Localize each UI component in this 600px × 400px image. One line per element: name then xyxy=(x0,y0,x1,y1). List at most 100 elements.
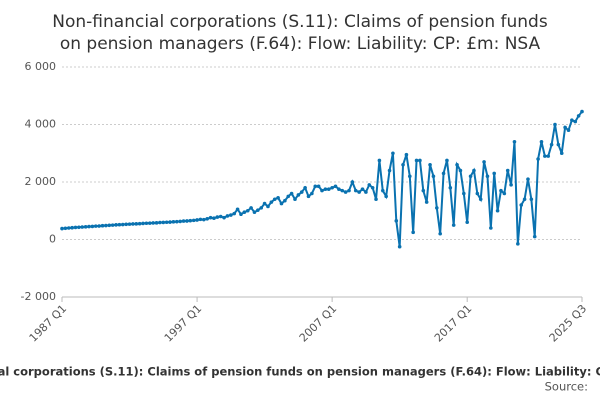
y-tick-label: 6 000 xyxy=(25,60,57,73)
data-point xyxy=(441,171,446,176)
data-point xyxy=(218,214,223,219)
data-point xyxy=(397,244,402,249)
data-point xyxy=(326,187,331,191)
x-tick-label: 2025 Q3 xyxy=(547,302,590,345)
data-point xyxy=(543,154,547,158)
data-point xyxy=(451,223,456,227)
data-point xyxy=(512,139,517,144)
data-point xyxy=(191,218,196,223)
x-tick-label: 2017 Q1 xyxy=(432,302,475,345)
y-tick-label: 2 000 xyxy=(25,175,57,188)
chart-title: on pension managers (F.64): Flow: Liabil… xyxy=(60,34,541,54)
data-point xyxy=(357,190,361,194)
data-point xyxy=(212,216,216,221)
data-point xyxy=(252,210,257,214)
data-point xyxy=(549,142,554,147)
data-point xyxy=(472,168,476,173)
data-point xyxy=(175,219,179,224)
data-point xyxy=(475,191,480,196)
data-point xyxy=(343,190,348,194)
data-point xyxy=(489,226,493,230)
data-point xyxy=(259,206,264,210)
data-point xyxy=(235,207,240,212)
data-point xyxy=(401,162,405,167)
data-point xyxy=(320,188,324,193)
y-tick-label: -2 000 xyxy=(21,290,56,303)
data-point xyxy=(478,197,483,202)
data-point xyxy=(367,183,372,187)
data-point xyxy=(418,158,422,163)
data-point xyxy=(104,223,108,228)
data-point xyxy=(380,188,385,193)
data-point xyxy=(296,193,301,197)
data-point xyxy=(407,174,412,179)
data-point xyxy=(445,158,449,163)
data-point xyxy=(546,154,551,158)
data-point xyxy=(158,220,162,225)
data-point xyxy=(350,180,355,184)
data-point xyxy=(353,188,358,193)
data-point xyxy=(303,185,307,190)
data-point xyxy=(333,184,338,189)
data-point xyxy=(127,222,132,226)
data-point xyxy=(229,213,233,217)
data-point xyxy=(566,128,571,133)
data-point xyxy=(424,200,429,204)
x-tick-label: 1987 Q1 xyxy=(27,302,70,345)
data-point xyxy=(83,225,88,229)
data-point xyxy=(164,220,169,225)
data-point xyxy=(239,212,243,216)
data-point xyxy=(347,188,351,193)
data-point xyxy=(144,221,149,226)
data-point xyxy=(316,184,321,189)
data-point xyxy=(286,194,291,199)
data-point xyxy=(134,222,139,226)
data-point xyxy=(225,214,230,218)
data-point xyxy=(529,197,534,202)
data-point xyxy=(161,220,166,225)
data-point xyxy=(171,220,176,224)
data-point xyxy=(519,203,524,207)
data-point xyxy=(364,190,368,194)
data-point xyxy=(202,217,206,222)
chart-title: Non-financial corporations (S.11): Claim… xyxy=(52,12,548,32)
data-point xyxy=(370,185,375,190)
data-point xyxy=(232,211,237,216)
data-point xyxy=(222,215,226,220)
data-point xyxy=(242,210,247,214)
data-point xyxy=(299,190,304,194)
data-point xyxy=(100,223,105,228)
data-point xyxy=(249,206,253,210)
data-point xyxy=(90,224,95,229)
data-point xyxy=(131,222,135,226)
data-point xyxy=(330,185,334,190)
data-point xyxy=(411,230,415,235)
data-point xyxy=(563,125,567,130)
data-point xyxy=(188,218,193,223)
data-point xyxy=(73,225,78,230)
y-tick-label: 4 000 xyxy=(25,118,57,131)
data-point xyxy=(495,208,500,213)
data-point xyxy=(374,197,378,202)
data-point xyxy=(117,222,122,227)
data-point xyxy=(539,139,544,144)
data-point xyxy=(580,109,584,114)
data-point xyxy=(310,191,314,196)
data-point xyxy=(70,225,74,230)
data-point xyxy=(323,187,328,191)
data-point xyxy=(428,162,432,167)
source: Source: xyxy=(545,380,588,394)
data-point xyxy=(516,242,520,246)
data-point xyxy=(526,177,530,181)
data-point xyxy=(505,168,510,173)
data-point xyxy=(387,168,392,173)
data-point xyxy=(289,191,294,196)
data-point xyxy=(313,184,318,189)
data-point xyxy=(340,188,345,193)
data-point xyxy=(195,218,199,222)
data-point xyxy=(570,118,574,122)
data-point xyxy=(168,220,172,224)
data-point xyxy=(141,221,145,226)
data-point xyxy=(276,196,280,200)
